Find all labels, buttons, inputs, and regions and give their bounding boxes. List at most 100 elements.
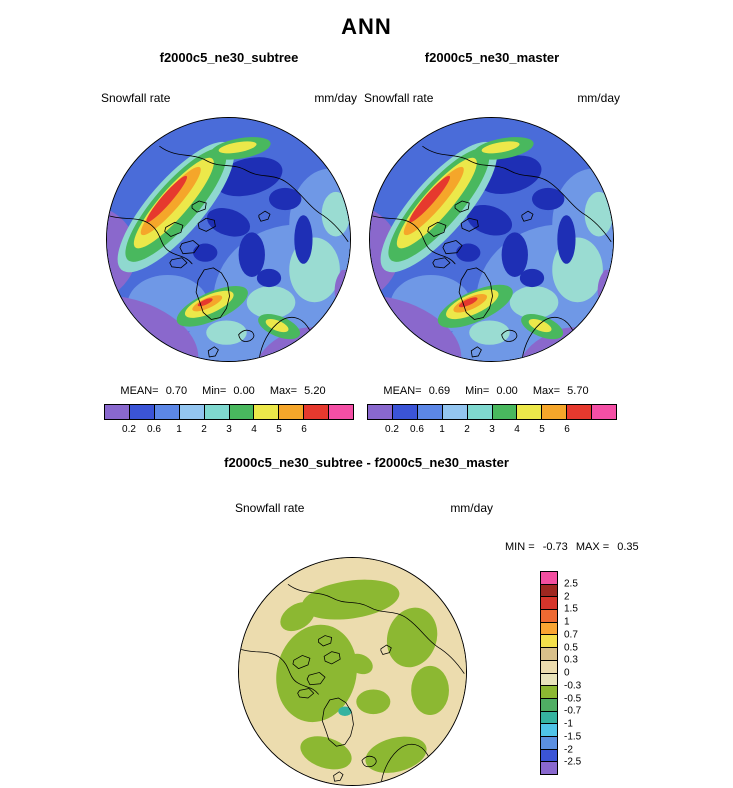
diff-colorbar-segment xyxy=(541,635,557,649)
mean-label: MEAN= xyxy=(120,385,159,397)
max-label: Max= xyxy=(269,385,298,397)
max-label: Max= xyxy=(532,385,561,397)
polar-map-difference-svg xyxy=(239,558,466,785)
diff-colorbar-segment xyxy=(541,686,557,699)
colorbar-segment xyxy=(304,405,330,419)
diff-colorbar-segment xyxy=(541,597,557,611)
max-value: 0.35 xyxy=(617,541,639,553)
diff-colorbar-tick-label: -2 xyxy=(564,744,573,755)
units-label: mm/day xyxy=(314,91,357,105)
polar-map-master xyxy=(369,117,614,362)
diff-colorbar-segment xyxy=(541,762,557,774)
colorbar-tick-label: 1 xyxy=(439,424,445,435)
polar-map-master-svg xyxy=(370,118,613,361)
colorbar-segment xyxy=(254,405,280,419)
colorbar-tick-label: 1 xyxy=(176,424,182,435)
difference-title: f2000c5_ne30_subtree - f2000c5_ne30_mast… xyxy=(224,455,509,470)
diff-colorbar-tick-label: 0.3 xyxy=(564,654,578,666)
panel-master: f2000c5_ne30_master Snowfall rate mm/day xyxy=(364,50,620,450)
colorbar-tick-label: 6 xyxy=(301,424,307,435)
diff-colorbar-tick-label: -0.3 xyxy=(564,680,582,692)
diff-colorbar-segment xyxy=(541,724,557,737)
colorbar-segment xyxy=(517,405,543,419)
colorbar-segment xyxy=(592,405,617,419)
colorbar-segment xyxy=(442,405,468,419)
units-label: mm/day xyxy=(450,501,493,515)
colorbar-tick-label: 0.2 xyxy=(385,424,399,435)
polar-map-subtree-svg xyxy=(107,118,350,361)
coastlines xyxy=(370,145,612,361)
difference-colorbar xyxy=(540,571,558,775)
units-label: mm/day xyxy=(577,91,620,105)
colorbar-tick-label: 6 xyxy=(564,424,570,435)
max-label: MAX = xyxy=(575,541,610,553)
min-label: MIN = xyxy=(505,541,535,553)
variable-label: Snowfall rate xyxy=(235,501,305,515)
variable-label: Snowfall rate xyxy=(364,91,434,105)
diff-colorbar-tick-label: -2.5 xyxy=(564,756,582,768)
colorbar-segment xyxy=(154,405,180,419)
diff-colorbar-tick-label: 0.7 xyxy=(564,629,578,641)
colorbar-segment xyxy=(392,405,418,419)
colorbar-master xyxy=(367,404,617,420)
colorbar-segment xyxy=(329,405,354,419)
min-label: Min= xyxy=(465,385,490,397)
diff-colorbar-tick-label: -0.7 xyxy=(564,705,582,717)
diff-colorbar-tick-label: 0 xyxy=(564,667,570,679)
diff-colorbar-segment xyxy=(541,660,557,674)
colorbar-segment xyxy=(179,405,205,419)
diff-colorbar-segment xyxy=(541,711,557,725)
colorbar-segment xyxy=(492,405,518,419)
stats-row-subtree: MEAN= 0.70 Min= 0.00 Max= 5.20 xyxy=(101,385,357,397)
colorbar-subtree-ticks: 0.2 0.6 1 2 3 4 5 6 xyxy=(104,424,354,437)
colorbar-tick-label: 2 xyxy=(201,424,207,435)
panel-difference: f2000c5_ne30_subtree - f2000c5_ne30_mast… xyxy=(0,455,733,788)
colorbar-tick-label: 0.2 xyxy=(122,424,136,435)
figure-title: ANN xyxy=(341,14,392,39)
diff-colorbar-segment xyxy=(541,584,557,598)
variable-label: Snowfall rate xyxy=(101,91,171,105)
colorbar-tick-label: 5 xyxy=(276,424,282,435)
difference-colorbar-wrap: 2.5 2 1.5 1 0.7 0.5 0.3 0 -0.3 -0.5 -0.7 -1 -1.5 -2 -2… xyxy=(540,571,610,775)
max-value: 5.70 xyxy=(567,385,589,397)
max-value: 5.20 xyxy=(304,385,326,397)
min-value: 0.00 xyxy=(496,385,518,397)
panel-subtree-title: f2000c5_ne30_subtree xyxy=(159,50,299,65)
panel-master-title: f2000c5_ne30_master xyxy=(424,50,560,65)
diff-colorbar-segment xyxy=(541,673,557,687)
diff-colorbar-segment xyxy=(541,736,557,750)
diff-colorbar-tick-label: 2 xyxy=(564,591,570,602)
diff-colorbar-tick-label: -1.5 xyxy=(564,731,582,743)
colorbar-segment xyxy=(204,405,230,419)
min-value: -0.73 xyxy=(542,541,568,553)
min-value: 0.00 xyxy=(233,385,255,397)
colorbar-tick-label: 3 xyxy=(489,424,495,435)
colorbar-segment xyxy=(417,405,443,419)
diff-colorbar-segment xyxy=(541,749,557,763)
diff-colorbar-segment xyxy=(541,572,557,585)
colorbar-tick-label: 5 xyxy=(539,424,545,435)
colorbar-tick-label: 2 xyxy=(464,424,470,435)
diff-colorbar-tick-label: 0.5 xyxy=(564,642,578,653)
colorbar-segment xyxy=(368,405,393,419)
coastlines xyxy=(107,145,349,361)
colorbar-master-ticks: 0.2 0.6 1 2 3 4 5 6 xyxy=(367,424,617,437)
colorbar-tick-label: 0.6 xyxy=(147,424,161,435)
diff-colorbar-tick-label: -0.5 xyxy=(564,693,582,704)
diff-colorbar-tick-label: 2.5 xyxy=(564,578,578,590)
polar-map-difference xyxy=(238,557,467,786)
colorbar-subtree xyxy=(104,404,354,420)
panel-subtree-label-row: Snowfall rate mm/day xyxy=(101,91,357,105)
colorbar-segment xyxy=(567,405,593,419)
colorbar-segment xyxy=(542,405,568,419)
mean-value: 0.69 xyxy=(428,385,451,397)
diff-colorbar-segment xyxy=(541,698,557,712)
colorbar-segment xyxy=(129,405,155,419)
colorbar-tick-label: 0.6 xyxy=(410,424,424,435)
diff-colorbar-tick-label: -1 xyxy=(564,718,573,730)
mean-value: 0.70 xyxy=(165,385,188,397)
difference-label-row: Snowfall rate mm/day xyxy=(235,501,493,515)
difference-stats: MIN = -0.73 MAX = 0.35 xyxy=(505,541,644,553)
colorbar-segment xyxy=(229,405,255,419)
